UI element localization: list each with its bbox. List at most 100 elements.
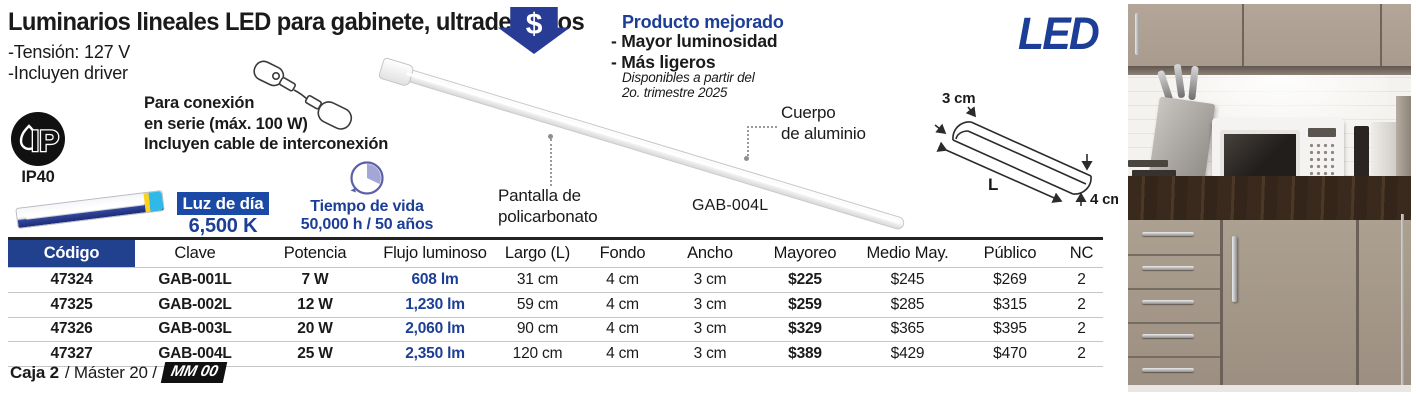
cell-potencia: 25 W bbox=[255, 341, 375, 366]
photo-drawer-line bbox=[1128, 356, 1220, 358]
cell-flujo: 2,060 lm bbox=[375, 316, 495, 342]
cell-clave: GAB-004L bbox=[135, 341, 255, 366]
cell-ancho: 3 cm bbox=[665, 267, 755, 292]
photo-microwave-buttons bbox=[1308, 142, 1336, 176]
ip40-icon: IP bbox=[8, 110, 68, 173]
col-header-codigo: Código bbox=[8, 240, 135, 267]
dollar-sign: $ bbox=[525, 8, 543, 41]
col-header-publico: Público bbox=[983, 244, 1037, 262]
cell-nc: 2 bbox=[1060, 291, 1103, 317]
col-header-mayoreo: Mayoreo bbox=[773, 244, 837, 262]
product-package-image bbox=[15, 190, 165, 229]
caja-label: Caja 2 bbox=[10, 362, 59, 382]
daylight-badge: Luz de día bbox=[177, 192, 269, 215]
cell-mayoreo: $329 bbox=[755, 316, 855, 342]
lifetime-label: Tiempo de vida bbox=[310, 198, 424, 215]
mm-badge: MM 00 bbox=[160, 362, 228, 383]
ip-icon-text: IP bbox=[31, 125, 59, 158]
cell-potencia: 12 W bbox=[255, 291, 375, 317]
cell-codigo: 47324 bbox=[8, 267, 135, 292]
photo-drawer-handle bbox=[1142, 300, 1194, 304]
cell-mayoreo: $389 bbox=[755, 341, 855, 366]
photo-door-handle bbox=[1232, 236, 1237, 302]
improved-heading: Producto mejorado bbox=[622, 12, 784, 32]
improved-feature-1: - Mayor luminosidad bbox=[611, 31, 778, 51]
ip-rating-label: IP40 bbox=[21, 168, 55, 186]
col-header-fondo: Fondo bbox=[599, 244, 646, 262]
cell-potencia: 7 W bbox=[255, 267, 375, 292]
series-note-line-1: Para conexión bbox=[144, 94, 255, 112]
cell-medio-may: $365 bbox=[855, 316, 960, 342]
color-temperature-value: 6,500 K bbox=[188, 215, 258, 237]
cell-clave: GAB-001L bbox=[135, 267, 255, 292]
cell-flujo: 1,230 lm bbox=[375, 291, 495, 317]
photo-floor bbox=[1128, 385, 1411, 392]
cell-medio-may: $429 bbox=[855, 341, 960, 366]
series-connection-note: Para conexión en serie (máx. 100 W) Incl… bbox=[144, 93, 388, 155]
cell-ancho: 3 cm bbox=[665, 291, 755, 317]
cell-potencia: 20 W bbox=[255, 316, 375, 342]
screen-leader-line bbox=[550, 139, 552, 186]
cell-largo: 120 cm bbox=[495, 341, 580, 366]
package-tube bbox=[25, 200, 145, 219]
lifetime-note: Tiempo de vida 50,000 h / 50 años bbox=[296, 198, 438, 233]
photo-drawer-handle bbox=[1142, 266, 1194, 270]
cell-mayoreo: $259 bbox=[755, 291, 855, 317]
model-code: GAB-004L bbox=[692, 197, 769, 214]
photo-cabinet-gap bbox=[1220, 220, 1223, 388]
body-callout-line-1: Cuerpo bbox=[781, 103, 836, 122]
cell-fondo: 4 cm bbox=[580, 267, 665, 292]
screen-callout-line-2: policarbonato bbox=[498, 206, 598, 226]
series-note-line-2: en serie (máx. 100 W) bbox=[144, 114, 308, 133]
cell-clave: GAB-002L bbox=[135, 291, 255, 317]
photo-drawer-handle bbox=[1142, 232, 1194, 236]
col-header-ancho: Ancho bbox=[687, 244, 733, 262]
photo-upper-cabinets bbox=[1128, 4, 1411, 70]
screen-leader-dot bbox=[548, 134, 553, 139]
photo-drawer-handle bbox=[1142, 334, 1194, 338]
cell-medio-may: $245 bbox=[855, 267, 960, 292]
spec-voltage: -Tensión: 127 V bbox=[8, 42, 131, 62]
cell-flujo: 2,350 lm bbox=[375, 341, 495, 366]
cell-codigo: 47327 bbox=[8, 341, 135, 366]
cell-publico: $395 bbox=[960, 316, 1060, 342]
col-header-flujo: Flujo luminoso bbox=[383, 244, 487, 262]
body-callout-line-2: de aluminio bbox=[781, 123, 866, 143]
photo-microwave-display bbox=[1308, 128, 1336, 137]
lifetime-clock-icon bbox=[350, 161, 384, 195]
body-leader-line-h bbox=[747, 126, 777, 128]
availability-line-2: 2o. trimestre 2025 bbox=[622, 85, 728, 100]
photo-countertop bbox=[1128, 176, 1411, 220]
price-table: Código Clave Potencia Flujo luminoso Lar… bbox=[8, 237, 1103, 368]
screen-callout-line-1: Pantalla de bbox=[498, 186, 581, 205]
photo-cabinet-underside bbox=[1128, 66, 1411, 75]
cell-nc: 2 bbox=[1060, 267, 1103, 292]
cell-publico: $315 bbox=[960, 291, 1060, 317]
photo-drawer-line bbox=[1128, 254, 1220, 256]
kitchen-photo bbox=[1128, 4, 1411, 392]
body-leader-line-v bbox=[747, 126, 749, 156]
master-label: / Máster 20 / bbox=[64, 362, 157, 382]
col-header-nc: NC bbox=[1069, 244, 1094, 262]
photo-cabinet-divider bbox=[1380, 4, 1382, 70]
packing-footer: Caja 2 / Máster 20 / MM 00 bbox=[10, 362, 228, 383]
cell-fondo: 4 cm bbox=[580, 291, 665, 317]
cell-codigo: 47326 bbox=[8, 316, 135, 342]
photo-drawer-handle bbox=[1142, 368, 1194, 372]
cell-nc: 2 bbox=[1060, 341, 1103, 366]
col-header-largo: Largo (L) bbox=[504, 244, 571, 262]
photo-metal-pole bbox=[1401, 214, 1404, 388]
series-note-line-3: Incluyen cable de interconexión bbox=[144, 135, 389, 153]
led-logo: LED bbox=[1018, 8, 1100, 59]
availability-note: Disponibles a partir del 2o. trimestre 2… bbox=[622, 70, 755, 100]
cell-medio-may: $285 bbox=[855, 291, 960, 317]
improved-feature-2: - Más ligeros bbox=[611, 52, 716, 72]
body-leader-dot bbox=[744, 156, 749, 161]
page-title: Luminarios lineales LED para gabinete, u… bbox=[8, 8, 585, 37]
interconnection-cable-icon bbox=[253, 60, 353, 130]
cell-mayoreo: $225 bbox=[755, 267, 855, 292]
cell-publico: $269 bbox=[960, 267, 1060, 292]
cell-nc: 2 bbox=[1060, 316, 1103, 342]
cell-ancho: 3 cm bbox=[665, 316, 755, 342]
